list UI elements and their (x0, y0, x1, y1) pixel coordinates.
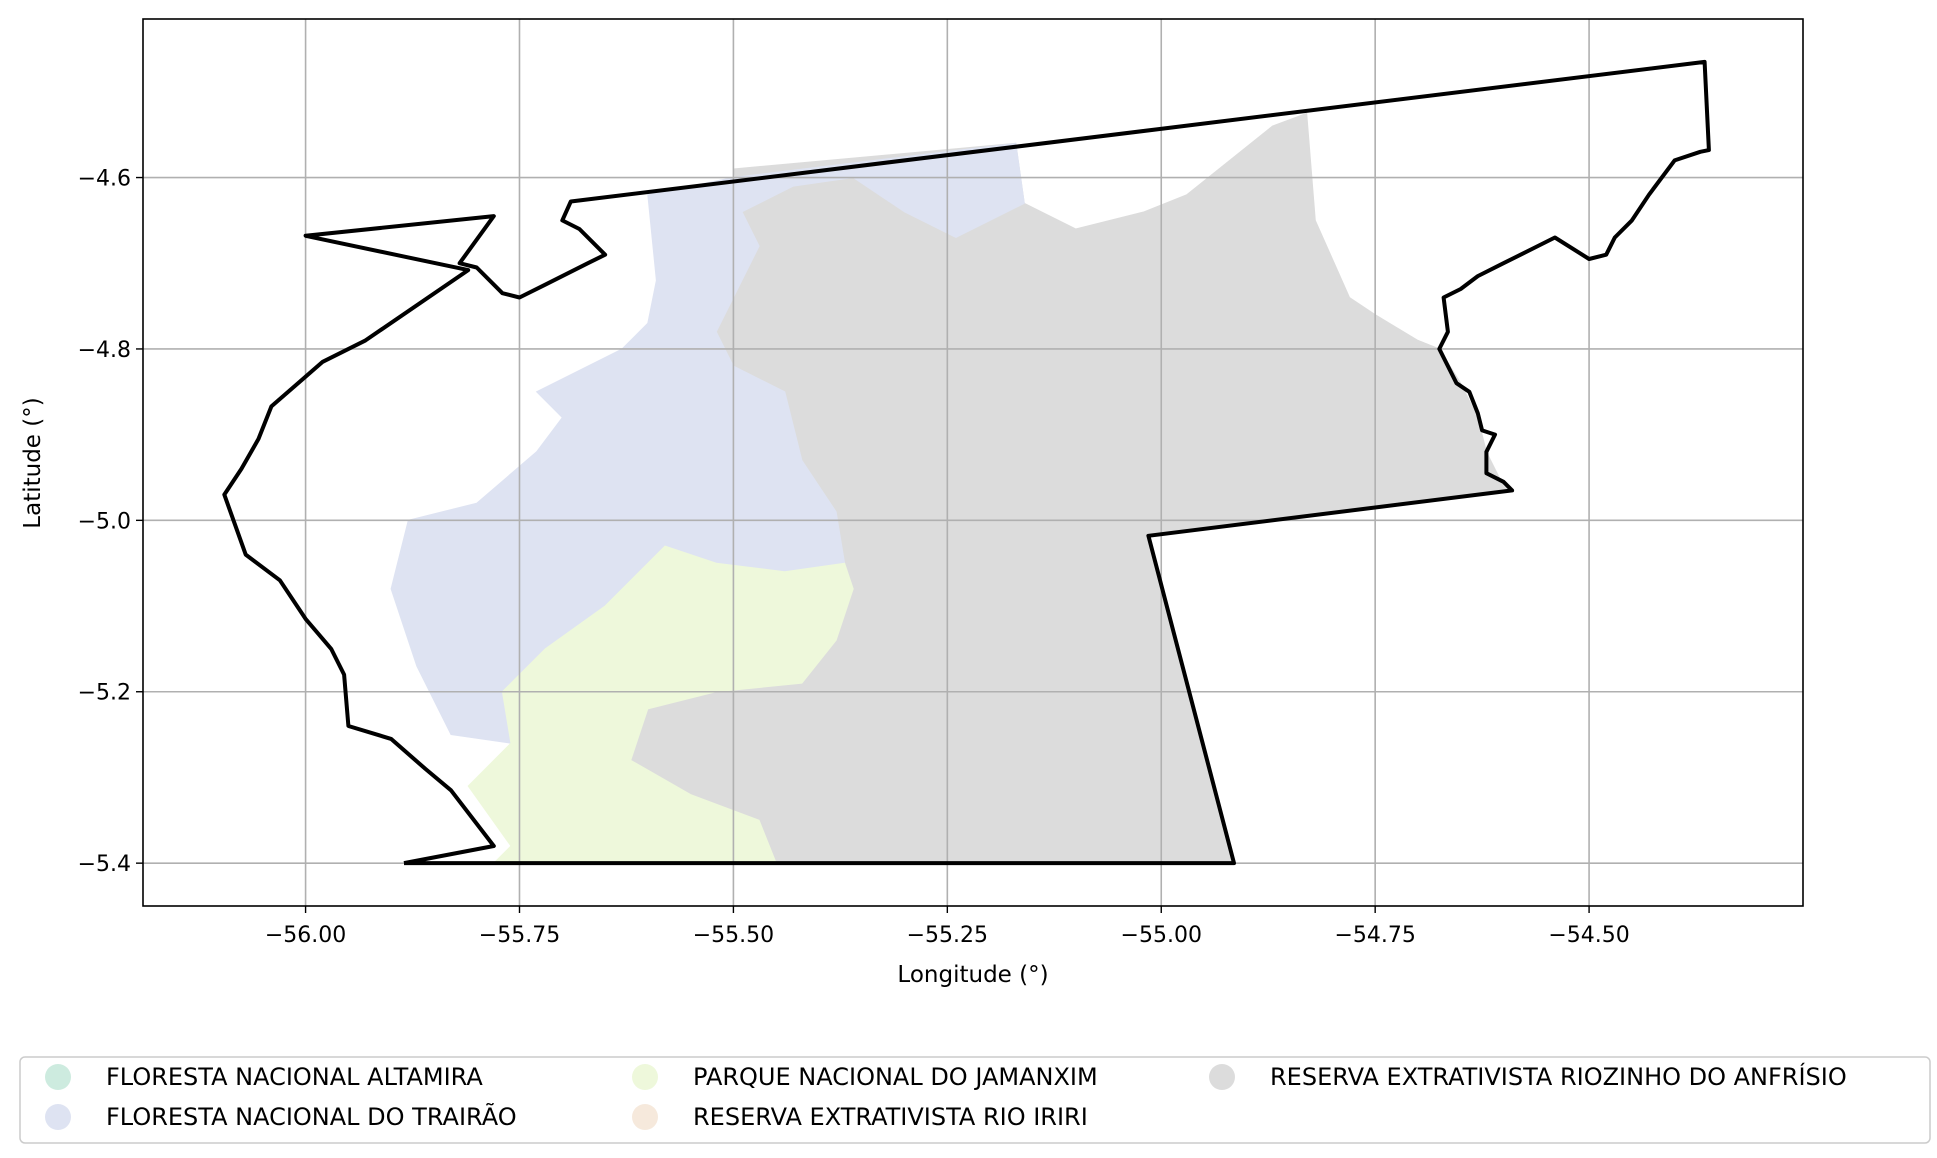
legend-entry-1: FLORESTA NACIONAL ALTAMIRA (45, 1063, 483, 1091)
legend-label-5: RESERVA EXTRATIVISTA RIOZINHO DO ANFRÍSI… (1270, 1062, 1847, 1091)
legend-entry-2: FLORESTA NACIONAL DO TRAIRÃO (45, 1101, 517, 1131)
y-axis-label: Latitude (°) (20, 397, 46, 528)
y-tick-label-5: −5.4 (78, 852, 131, 877)
legend-label-2: FLORESTA NACIONAL DO TRAIRÃO (106, 1101, 517, 1131)
x-tick-label-5: −55.00 (1121, 923, 1202, 948)
x-tick-label-3: −55.50 (693, 923, 774, 948)
legend-label-4: RESERVA EXTRATIVISTA RIO IRIRI (693, 1103, 1088, 1131)
legend-marker-2 (45, 1104, 71, 1130)
legend-marker-4 (632, 1104, 658, 1130)
plot-frame (142, 18, 1804, 907)
legend-label-1: FLORESTA NACIONAL ALTAMIRA (106, 1063, 483, 1091)
legend-frame (19, 1056, 1931, 1144)
legend-marker-1 (45, 1064, 71, 1090)
legend-marker-3 (632, 1064, 658, 1090)
y-axis-ticks: −4.6 −4.8 −5.0 −5.2 −5.4 (78, 167, 143, 877)
legend: FLORESTA NACIONAL ALTAMIRA FLORESTA NACIO… (19, 1056, 1931, 1144)
x-axis-ticks: −56.00 −55.75 −55.50 −55.25 −55.00 −54.75 −54.… (265, 906, 1630, 948)
legend-entries: FLORESTA NACIONAL ALTAMIRA FLORESTA NACIO… (45, 1062, 1847, 1131)
x-tick-label-1: −56.00 (265, 923, 346, 948)
boundary-layer (222, 59, 1711, 866)
regions-layer (390, 112, 1514, 864)
y-tick-label-3: −5.0 (78, 509, 131, 534)
legend-entry-5: RESERVA EXTRATIVISTA RIOZINHO DO ANFRÍSI… (1209, 1062, 1847, 1091)
x-tick-label-4: −55.25 (907, 923, 988, 948)
y-tick-label-4: −5.2 (78, 681, 131, 706)
plot-area (142, 18, 1804, 907)
y-tick-label-1: −4.6 (78, 167, 131, 192)
legend-label-3: PARQUE NACIONAL DO JAMANXIM (693, 1063, 1098, 1091)
y-tick-label-2: −4.8 (78, 338, 131, 363)
study-area-boundary (222, 59, 1711, 866)
x-tick-label-7: −54.50 (1548, 923, 1629, 948)
legend-entry-3: PARQUE NACIONAL DO JAMANXIM (632, 1063, 1098, 1091)
x-axis-label: Longitude (°) (897, 962, 1048, 988)
x-tick-label-6: −54.75 (1334, 923, 1415, 948)
legend-marker-5 (1209, 1064, 1235, 1090)
x-tick-label-2: −55.75 (479, 923, 560, 948)
legend-entry-4: RESERVA EXTRATIVISTA RIO IRIRI (632, 1103, 1088, 1131)
